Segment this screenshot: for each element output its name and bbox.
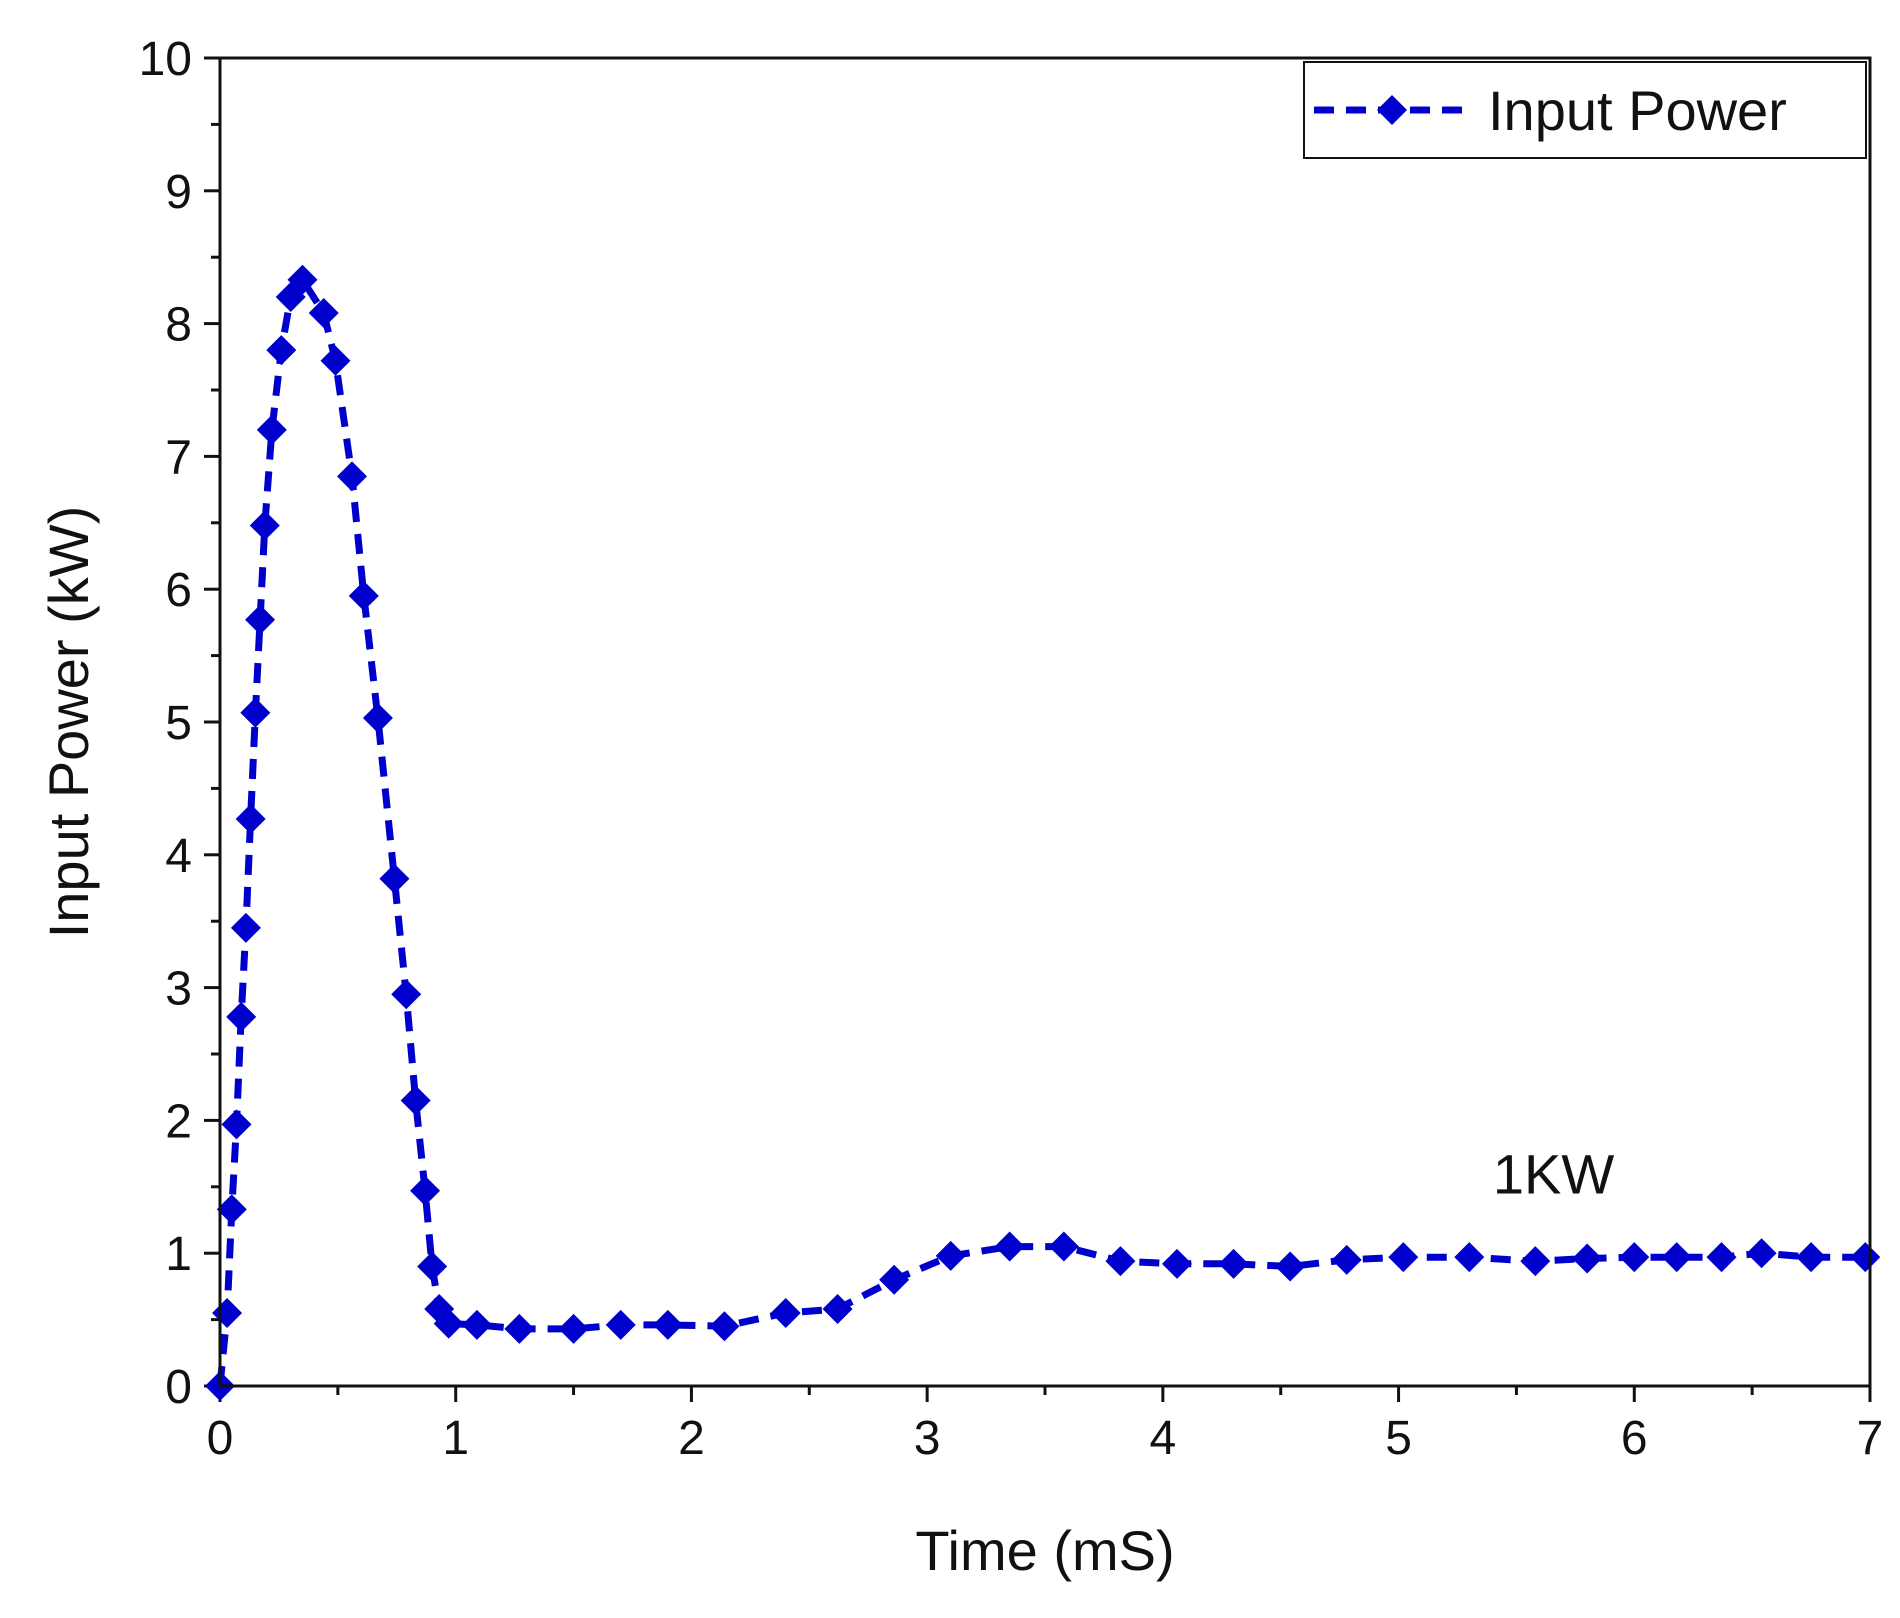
data-point [348,580,379,611]
data-point [249,510,280,541]
data-point [216,1194,247,1225]
series-group [205,264,1881,1401]
data-point [433,1308,464,1339]
data-point [879,1264,910,1295]
data-point [230,912,261,943]
data-point [504,1313,535,1344]
data-point [1048,1231,1079,1262]
y-tick-label: 4 [165,830,192,883]
data-point [822,1293,853,1324]
annotation-1kw: 1KW [1493,1142,1614,1205]
y-tick-label: 9 [165,166,192,219]
plot-frame [218,56,1872,1388]
data-point [1706,1242,1737,1273]
data-point [226,1001,257,1032]
data-point [400,1085,431,1116]
data-point [1572,1243,1603,1274]
data-point [1661,1242,1692,1273]
data-point [1850,1242,1881,1273]
data-point [240,697,271,728]
x-tick-label: 6 [1621,1412,1648,1465]
series-markers [205,264,1881,1401]
legend-label-input-power: Input Power [1488,79,1787,142]
y-tick-label: 8 [165,299,192,352]
data-point [1218,1248,1249,1279]
y-axis-label: Input Power (kW) [37,506,100,939]
legend: Input Power [1303,61,1867,159]
data-point [605,1309,636,1340]
x-axis-label: Time (mS) [915,1519,1174,1582]
data-point [558,1313,589,1344]
x-tick-label: 4 [1150,1412,1177,1465]
data-point [417,1251,448,1282]
y-tick-label: 7 [165,431,192,484]
data-point [221,1109,252,1140]
x-tick-label: 3 [914,1412,941,1465]
y-tick-label: 5 [165,697,192,750]
y-tick-label: 0 [165,1361,192,1414]
data-point [935,1240,966,1271]
data-point [652,1309,683,1340]
tick-labels: 0 1 2 3 4 5 6 7 0 1 2 3 4 5 6 7 8 9 10 [139,33,1884,1465]
data-point [709,1311,740,1342]
data-point [410,1175,441,1206]
data-point [308,297,339,328]
data-point [287,264,318,295]
x-tick-label: 0 [207,1412,234,1465]
data-point [1454,1242,1485,1273]
data-point [1275,1251,1306,1282]
data-point [1331,1244,1362,1275]
data-point [337,461,367,492]
data-point [770,1297,801,1328]
y-tick-label: 6 [165,564,192,617]
data-point [1388,1242,1419,1273]
data-point [391,979,422,1010]
data-point [994,1231,1025,1262]
data-point [235,803,266,834]
data-point [1105,1246,1136,1277]
y-tick-label: 1 [165,1228,192,1281]
data-point [266,335,297,366]
data-point [1520,1246,1551,1277]
data-point [1746,1238,1777,1269]
legend-marker-diamond [1377,95,1407,125]
x-tick-label: 1 [442,1412,469,1465]
data-point [1796,1242,1827,1273]
data-point [245,604,276,635]
y-tick-label: 3 [165,963,192,1016]
data-point [362,703,393,734]
y-tick-label: 10 [139,33,192,86]
data-point [256,414,287,445]
x-tick-label: 5 [1385,1412,1412,1465]
data-point [320,345,351,376]
data-point [1619,1242,1650,1273]
data-point [461,1309,492,1340]
y-tick-label: 2 [165,1095,192,1148]
x-tick-label: 7 [1857,1412,1884,1465]
data-point [379,863,410,894]
data-point [1162,1248,1192,1279]
x-tick-label: 2 [678,1412,705,1465]
